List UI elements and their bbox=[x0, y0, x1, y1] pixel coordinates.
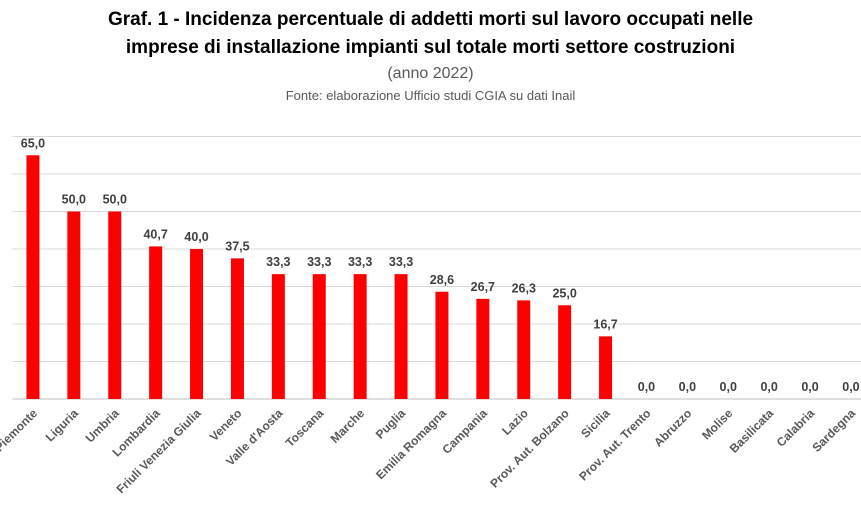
x-tick-label: Prov. Aut. Bolzano bbox=[487, 406, 571, 490]
x-tick-label: Puglia bbox=[373, 406, 409, 442]
chart-subtitle: (anno 2022) bbox=[387, 65, 474, 82]
x-tick-label: Sicilia bbox=[578, 406, 613, 441]
x-tick-label: Marche bbox=[328, 406, 368, 446]
data-label: 0,0 bbox=[720, 380, 737, 394]
data-label: 50,0 bbox=[62, 193, 86, 207]
data-label: 16,7 bbox=[593, 317, 617, 331]
bar bbox=[476, 298, 490, 399]
x-tick-label: Veneto bbox=[207, 406, 245, 444]
bar bbox=[353, 274, 367, 399]
data-label: 33,3 bbox=[266, 255, 290, 269]
data-label: 33,3 bbox=[348, 255, 372, 269]
bar bbox=[599, 336, 613, 399]
data-label: 33,3 bbox=[307, 255, 331, 269]
data-label: 25,0 bbox=[552, 286, 576, 300]
data-label: 0,0 bbox=[760, 380, 777, 394]
x-tick-label: Prov. Aut. Trento bbox=[576, 406, 653, 483]
data-label: 0,0 bbox=[842, 380, 859, 394]
x-tick-label: Campania bbox=[440, 406, 491, 457]
bar bbox=[26, 155, 40, 399]
data-label: 50,0 bbox=[103, 193, 127, 207]
data-label: 26,3 bbox=[512, 281, 536, 295]
data-label: 28,6 bbox=[430, 273, 454, 287]
data-label: 65,0 bbox=[21, 136, 45, 150]
data-label: 0,0 bbox=[801, 380, 818, 394]
data-label: 33,3 bbox=[389, 255, 413, 269]
chart-source: Fonte: elaborazione Ufficio studi CGIA s… bbox=[285, 88, 576, 103]
chart-title-line2: imprese di installazione impianti sul to… bbox=[125, 37, 736, 58]
bar bbox=[108, 211, 122, 399]
x-tick-label: Liguria bbox=[43, 406, 81, 444]
x-tick-label: Piemonte bbox=[0, 406, 40, 454]
bar bbox=[190, 249, 204, 399]
data-label: 0,0 bbox=[679, 380, 696, 394]
bar bbox=[517, 300, 531, 399]
bar bbox=[67, 211, 81, 399]
bar bbox=[312, 274, 326, 399]
x-tick-label: Umbria bbox=[83, 406, 122, 445]
bar bbox=[558, 305, 572, 399]
x-tick-label: Toscana bbox=[283, 406, 327, 450]
data-label: 40,7 bbox=[143, 227, 167, 241]
x-tick-label: Molise bbox=[699, 406, 736, 443]
bar bbox=[394, 274, 408, 399]
bar bbox=[149, 246, 163, 399]
x-tick-label: Emilia Romagna bbox=[373, 406, 449, 482]
x-tick-label: Basilicata bbox=[727, 406, 777, 456]
chart-title-line1: Graf. 1 - Incidenza percentuale di addet… bbox=[107, 9, 754, 30]
x-tick-label: Sardegna bbox=[810, 406, 859, 455]
data-label: 37,5 bbox=[225, 239, 249, 253]
x-tick-label: Lazio bbox=[499, 406, 531, 438]
x-tick-label: Abruzzo bbox=[651, 406, 694, 449]
data-label: 0,0 bbox=[638, 380, 655, 394]
data-label: 40,0 bbox=[184, 230, 208, 244]
bar bbox=[271, 274, 285, 399]
bar bbox=[435, 291, 449, 399]
data-label: 26,7 bbox=[471, 280, 495, 294]
bar bbox=[230, 258, 244, 399]
